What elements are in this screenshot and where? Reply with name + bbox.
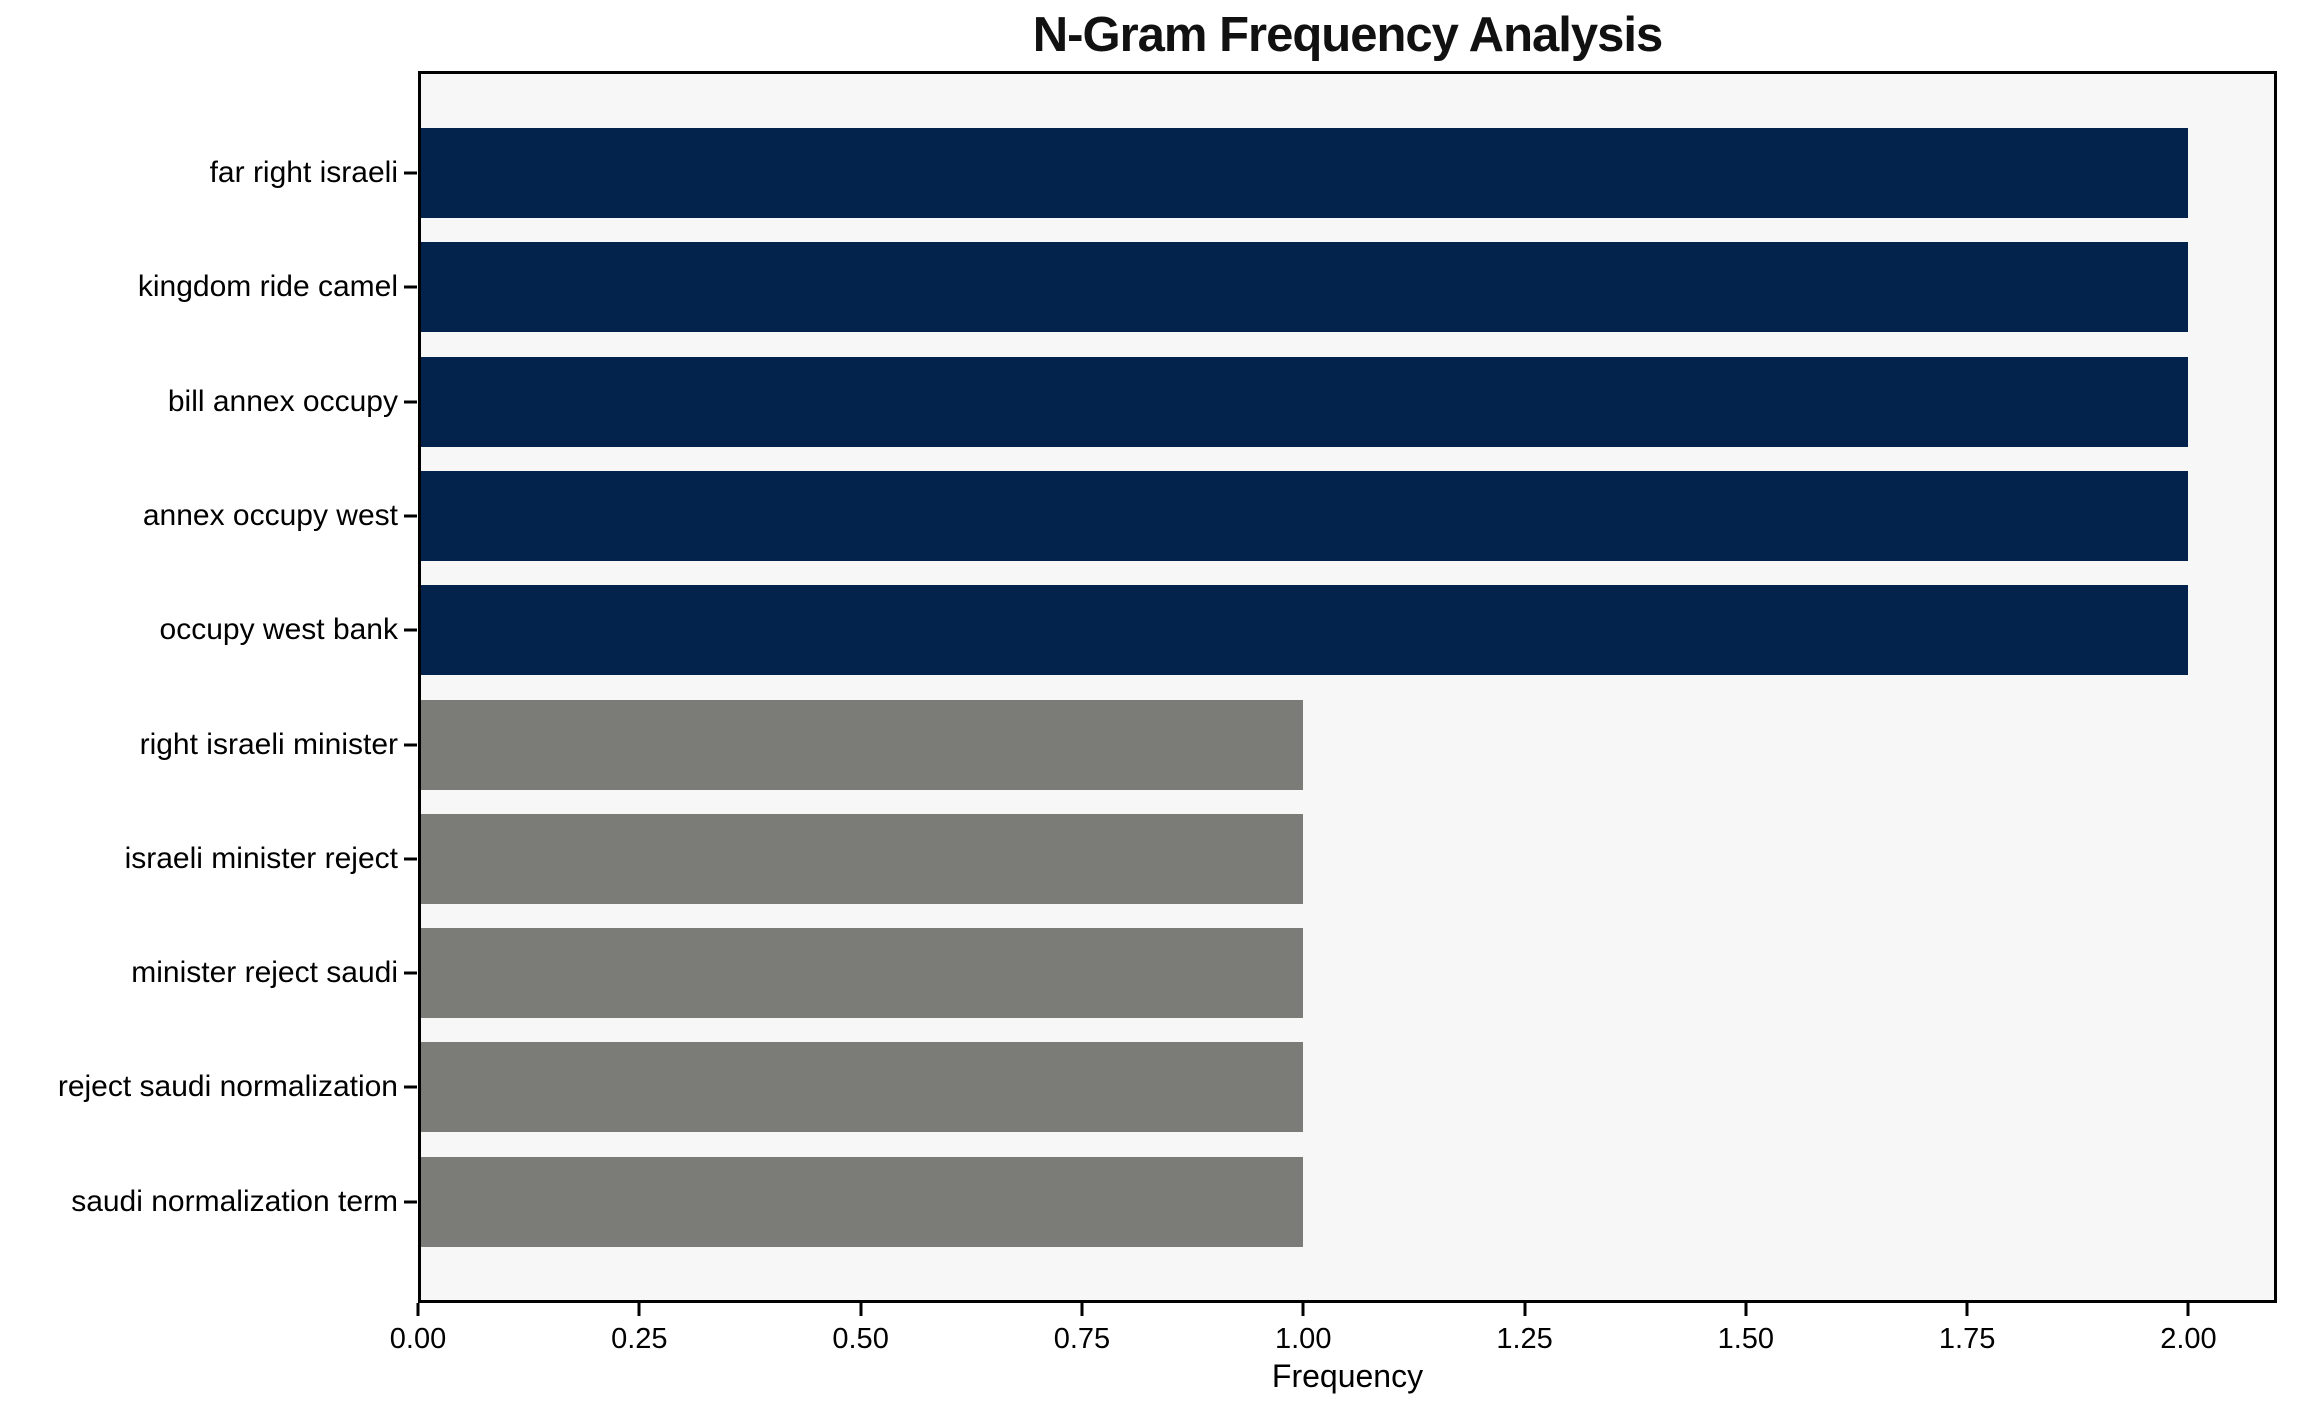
bar xyxy=(418,356,2189,447)
bar xyxy=(418,1042,1304,1133)
y-tick-mark xyxy=(404,285,417,289)
x-tick-label: 2.00 xyxy=(2160,1323,2217,1355)
y-tick-label: minister reject saudi xyxy=(131,956,398,990)
y-tick-label: kingdom ride camel xyxy=(137,270,398,304)
y-tick-label: reject saudi normalization xyxy=(57,1070,398,1104)
x-tick-label: 1.50 xyxy=(1717,1323,1775,1355)
y-tick-mark xyxy=(404,628,417,632)
x-tick-mark xyxy=(1523,1303,1527,1316)
x-tick-label: 0.25 xyxy=(611,1323,668,1355)
x-tick-mark xyxy=(637,1303,641,1316)
x-tick-mark xyxy=(1080,1303,1084,1316)
y-tick-label: saudi normalization term xyxy=(71,1184,398,1218)
bar xyxy=(418,813,1304,904)
bar xyxy=(418,128,2189,218)
bar xyxy=(418,585,2189,676)
y-tick-mark xyxy=(404,171,417,175)
y-tick-mark xyxy=(404,743,417,746)
chart-title: N-Gram Frequency Analysis xyxy=(1032,8,1663,62)
bar xyxy=(418,699,1304,790)
bar xyxy=(418,1156,1304,1247)
bar xyxy=(418,928,1304,1019)
x-tick-mark xyxy=(1301,1303,1305,1316)
x-tick-mark xyxy=(1965,1303,1969,1316)
y-tick-label: far right israeli xyxy=(209,156,398,189)
bar xyxy=(418,470,2189,561)
y-tick-mark xyxy=(404,1085,417,1089)
x-axis-title: Frequency xyxy=(1271,1358,1424,1394)
x-tick-label: 1.25 xyxy=(1496,1323,1553,1355)
y-tick-label: occupy west bank xyxy=(159,613,398,647)
y-tick-label: annex occupy west xyxy=(142,498,398,532)
y-tick-label: bill annex occupy xyxy=(167,384,398,418)
x-tick-label: 1.75 xyxy=(1938,1323,1996,1355)
x-tick-label: 0.00 xyxy=(389,1323,447,1355)
y-tick-label: israeli minister reject xyxy=(124,841,398,875)
x-tick-mark xyxy=(416,1303,420,1316)
x-tick-mark xyxy=(859,1303,863,1316)
x-tick-label: 0.75 xyxy=(1053,1323,1111,1355)
y-tick-mark xyxy=(404,971,417,975)
x-tick-mark xyxy=(1744,1303,1748,1316)
bar-series xyxy=(418,71,2277,1303)
y-tick-mark xyxy=(404,1200,417,1204)
x-tick-mark xyxy=(2186,1303,2190,1316)
y-tick-mark xyxy=(404,514,417,518)
y-tick-label: right israeli minister xyxy=(139,727,398,761)
x-tick-label: 1.00 xyxy=(1275,1323,1332,1355)
bar xyxy=(418,242,2189,333)
y-tick-mark xyxy=(404,857,417,861)
y-tick-mark xyxy=(404,400,417,404)
x-tick-label: 0.50 xyxy=(832,1323,889,1355)
